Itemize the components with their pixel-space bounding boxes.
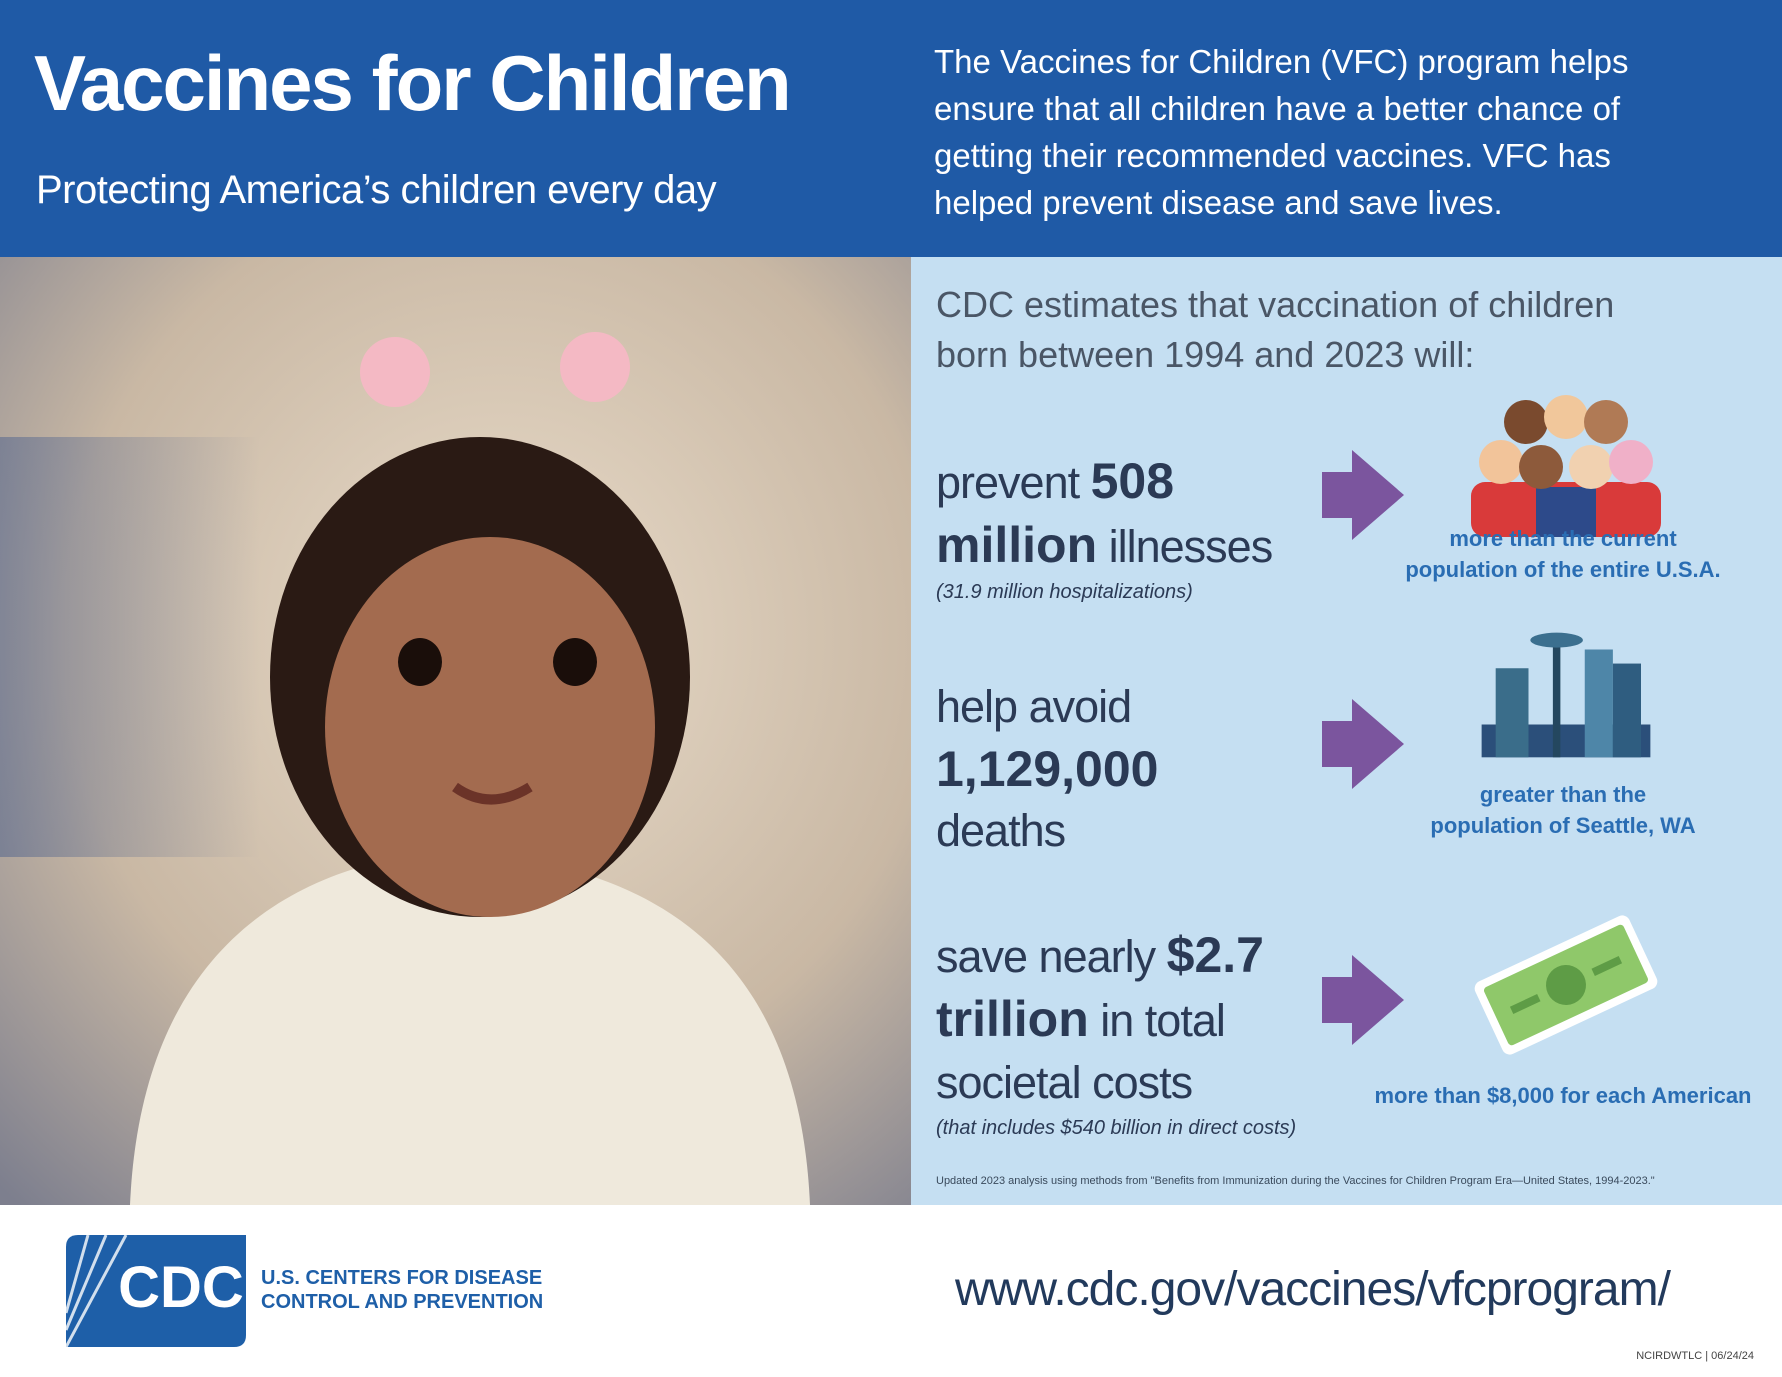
comparison-line: population of Seattle, WA [1430, 813, 1696, 838]
stat-note: (that includes $540 billion in direct co… [936, 1117, 1297, 1139]
comparison: more than $8,000 for each American [1363, 1080, 1763, 1111]
organization-line: U.S. CENTERS FOR DISEASE [261, 1267, 543, 1289]
logo-text: CDC [118, 1255, 244, 1320]
stat-item: save nearly $2.7 trillion in total socie… [936, 924, 1336, 1142]
document-code: NCIRDWTLC | 06/24/24 [1636, 1350, 1754, 1362]
stat-item: prevent 508 million illnesses (31.9 mill… [936, 450, 1336, 606]
organization-line: CONTROL AND PREVENTION [261, 1291, 544, 1313]
intro-line: CDC estimates that vaccination of childr… [936, 284, 1615, 325]
comparison-line: population of the entire U.S.A. [1405, 557, 1721, 582]
description-line: helped prevent disease and save lives. [934, 184, 1503, 221]
arrow [1322, 699, 1404, 789]
stat-tail: deaths [936, 805, 1066, 856]
child-photo [0, 257, 911, 1205]
comparison-line: greater than the [1479, 782, 1647, 807]
stat-item: help avoid 1,129,000 deaths [936, 676, 1336, 862]
subtitle: Protecting America’s children every day [36, 168, 717, 212]
comparison-line: more than $8,000 for each American [1374, 1083, 1752, 1108]
title: Vaccines for Children [34, 39, 792, 127]
footnote: Updated 2023 analysis using methods from… [936, 1175, 1655, 1187]
description-line: ensure that all children have a better c… [934, 90, 1621, 127]
stat-figure: 1,129,000 [936, 741, 1159, 797]
comparison: greater than the population of Seattle, … [1363, 779, 1763, 841]
header-band [0, 0, 1782, 257]
organization: U.S. CENTERS FOR DISEASE CONTROL AND PRE… [261, 1266, 543, 1314]
description: The Vaccines for Children (VFC) program … [934, 38, 1628, 226]
arrow [1322, 955, 1404, 1045]
stat-figure: 508 million [936, 453, 1175, 573]
stat-note: (31.9 million hospitalizations) [936, 581, 1193, 603]
stat-figure: $2.7 trillion [936, 927, 1264, 1047]
stat-lead: save nearly [936, 931, 1156, 982]
comparison-line: more than the current [1449, 526, 1677, 551]
money-icon [1474, 915, 1658, 1055]
arrow [1322, 450, 1404, 540]
intro: CDC estimates that vaccination of childr… [936, 280, 1614, 380]
url[interactable]: www.cdc.gov/vaccines/vfcprogram/ [955, 1263, 1671, 1316]
stat-tail: in total societal costs [936, 995, 1226, 1108]
cdc-logo: CDC [66, 1235, 246, 1347]
stat-lead: help avoid [936, 681, 1132, 732]
skyline-icon [1481, 632, 1651, 758]
intro-line: born between 1994 and 2023 will: [936, 334, 1475, 375]
description-line: The Vaccines for Children (VFC) program … [934, 43, 1629, 80]
people-icon [1471, 395, 1661, 537]
description-line: getting their recommended vaccines. VFC … [934, 137, 1611, 174]
stat-lead: prevent [936, 457, 1080, 508]
stat-tail: illnesses [1108, 521, 1274, 572]
comparison: more than the current population of the … [1363, 523, 1763, 585]
